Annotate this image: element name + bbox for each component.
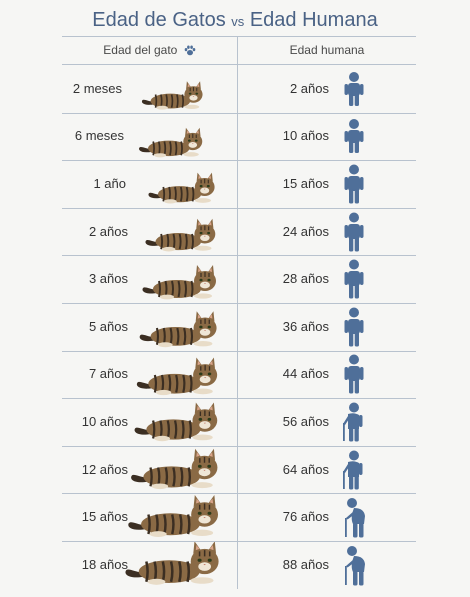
human-age-label: 76 años xyxy=(282,509,329,525)
cat-image xyxy=(121,536,230,592)
human-age-label: 28 años xyxy=(282,271,329,287)
cat-age-label: 15 años xyxy=(81,509,128,525)
header-human-age: Edad humana xyxy=(289,43,365,57)
human-age-label: 24 años xyxy=(282,223,329,239)
table-top-border xyxy=(62,36,416,37)
person-icon xyxy=(340,402,366,447)
cat-image xyxy=(127,444,228,496)
cat-age-label: 1 año xyxy=(93,175,126,191)
row-divider xyxy=(62,207,416,209)
person-icon xyxy=(344,259,364,304)
human-age-label: 56 años xyxy=(282,413,329,429)
person-icon xyxy=(344,71,364,112)
row-divider xyxy=(62,160,416,162)
cat-image xyxy=(145,169,223,210)
table-row: 18 años 88 años xyxy=(62,541,416,589)
header-cat-age: Edad del gato xyxy=(62,43,237,59)
cat-age-label: 18 años xyxy=(81,556,128,572)
person-icon xyxy=(344,118,364,159)
human-age-label: 44 años xyxy=(282,366,329,382)
cat-age-label: 3 años xyxy=(88,271,128,287)
page-title: Edad de Gatos vs Edad Humana xyxy=(0,8,470,34)
cat-image xyxy=(130,398,228,448)
person-icon xyxy=(344,212,364,257)
row-divider xyxy=(62,255,416,257)
cat-image xyxy=(139,78,210,116)
header-bottom-border xyxy=(62,64,416,65)
row-divider xyxy=(62,493,416,495)
paw-icon xyxy=(184,45,196,59)
table-row: 5 años 36 años xyxy=(62,303,416,351)
human-age-label: 88 años xyxy=(282,556,329,572)
cat-image xyxy=(124,490,229,544)
person-icon xyxy=(344,354,364,399)
table-header: Edad del gato Edad humana xyxy=(62,36,416,64)
table-row: 6 meses 10 años xyxy=(62,113,416,161)
human-age-label: 10 años xyxy=(282,128,329,144)
row-divider xyxy=(62,303,416,304)
row-divider xyxy=(62,350,416,352)
table-row: 15 años 76 años xyxy=(62,493,416,541)
person-icon xyxy=(340,544,370,591)
human-age-label: 64 años xyxy=(282,461,329,477)
cat-age-label: 5 años xyxy=(88,318,128,334)
cat-image xyxy=(136,307,226,354)
column-divider xyxy=(237,36,238,589)
cat-age-label: 7 años xyxy=(88,366,128,382)
person-icon xyxy=(340,496,370,543)
row-divider xyxy=(62,398,416,400)
human-age-label: 2 años xyxy=(289,80,329,96)
table-row: 2 meses 2 años xyxy=(62,65,416,113)
human-age-label: 15 años xyxy=(282,175,329,191)
age-table: Edad del gato Edad humana 2 meses 2 años 6… xyxy=(62,36,416,589)
cat-age-label: 6 meses xyxy=(74,128,124,144)
cat-image xyxy=(139,261,225,306)
cat-age-label: 2 meses xyxy=(72,80,122,96)
title-part2: Edad Humana xyxy=(249,9,378,31)
cat-image xyxy=(142,215,224,258)
title-part1: Edad de Gatos xyxy=(92,9,226,31)
table-row: 12 años 64 años xyxy=(62,446,416,494)
cat-age-label: 10 años xyxy=(81,413,128,429)
table-row: 3 años 28 años xyxy=(62,255,416,303)
cat-age-label: 2 años xyxy=(88,223,128,239)
title-vs: vs xyxy=(231,14,245,29)
row-divider xyxy=(62,541,416,542)
cat-age-label: 12 años xyxy=(81,461,128,477)
row-divider xyxy=(62,445,416,447)
person-icon xyxy=(340,450,366,495)
human-age-label: 36 años xyxy=(282,318,329,334)
table-row: 2 años 24 años xyxy=(62,208,416,256)
header-cat-label: Edad del gato xyxy=(103,43,178,57)
person-icon xyxy=(344,164,364,209)
table-row: 10 años 56 años xyxy=(62,398,416,446)
cat-image xyxy=(136,124,210,164)
cat-image xyxy=(133,353,227,402)
table-row: 7 años 44 años xyxy=(62,351,416,399)
table-row: 1 año 15 años xyxy=(62,160,416,208)
row-divider xyxy=(62,112,416,114)
person-icon xyxy=(344,307,364,352)
